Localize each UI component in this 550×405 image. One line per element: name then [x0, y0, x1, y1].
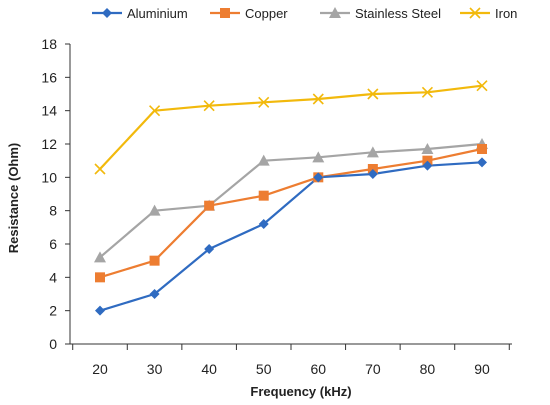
x-axis-title: Frequency (kHz) — [250, 384, 351, 399]
data-point-stainless-steel — [312, 151, 325, 163]
x-tick-label: 30 — [147, 361, 163, 377]
data-point-iron — [367, 88, 379, 100]
data-point-iron — [312, 93, 324, 105]
x-tick-label: 90 — [474, 361, 490, 377]
y-tick-label: 16 — [41, 69, 57, 85]
data-point-copper — [477, 144, 487, 154]
legend-label-copper: Copper — [245, 6, 288, 21]
series-line-iron — [99, 84, 483, 170]
data-point-aluminium — [477, 157, 487, 168]
data-point-iron — [258, 96, 270, 108]
data-point-stainless-steel — [94, 251, 106, 263]
data-point-iron — [476, 80, 488, 92]
y-tick-label: 12 — [41, 136, 57, 152]
y-tick-label: 10 — [41, 169, 57, 185]
y-tick-label: 2 — [49, 303, 57, 319]
series-line-copper — [99, 147, 483, 279]
data-point-stainless-steel — [421, 143, 434, 154]
x-tick-label: 50 — [256, 361, 272, 377]
legend-marker-stainless-steel — [329, 7, 341, 18]
legend-marker-aluminium — [102, 8, 112, 18]
data-point-copper — [149, 255, 160, 266]
legend: Aluminium Copper Stainless Steel Iron — [92, 6, 517, 21]
x-tick-label: 70 — [365, 361, 381, 377]
data-point-stainless-steel — [257, 154, 270, 166]
x-tick-label: 80 — [420, 361, 436, 377]
data-point-stainless-steel — [148, 204, 161, 216]
y-tick-label: 0 — [49, 336, 57, 352]
data-point-aluminium — [204, 244, 215, 254]
data-point-copper — [204, 200, 215, 211]
legend-label-iron: Iron — [495, 6, 517, 21]
data-point-copper — [258, 190, 269, 201]
x-axis-ticks: 20 30 40 50 60 70 80 90 — [72, 344, 510, 377]
y-tick-label: 6 — [49, 236, 57, 252]
series-line-aluminium — [99, 161, 483, 312]
data-point-aluminium — [258, 219, 269, 229]
data-point-iron — [149, 105, 161, 117]
x-tick-label: 40 — [201, 361, 217, 377]
series-line-stainless-steel — [99, 142, 483, 259]
series-markers — [94, 80, 488, 316]
legend-label-stainless-steel: Stainless Steel — [355, 6, 441, 21]
data-point-aluminium — [149, 289, 160, 299]
x-tick-label: 20 — [92, 361, 108, 377]
y-tick-label: 14 — [41, 103, 57, 119]
y-tick-label: 4 — [49, 269, 57, 285]
legend-label-aluminium: Aluminium — [127, 6, 188, 21]
y-axis-title: Resistance (Ohm) — [6, 143, 21, 254]
x-tick-label: 60 — [310, 361, 326, 377]
data-point-iron — [421, 86, 433, 98]
y-tick-label: 8 — [49, 203, 57, 219]
data-point-iron — [94, 163, 106, 175]
y-tick-label: 18 — [41, 36, 57, 52]
series-lines — [99, 84, 483, 312]
legend-marker-copper — [220, 8, 230, 18]
data-point-aluminium — [367, 169, 378, 179]
data-point-copper — [95, 272, 105, 283]
data-point-aluminium — [313, 172, 324, 183]
data-point-iron — [203, 100, 215, 112]
data-point-aluminium — [422, 160, 433, 171]
y-axis-ticks: 0 2 4 6 8 10 12 14 16 18 — [41, 36, 70, 352]
legend-marker-iron — [469, 7, 481, 19]
data-point-stainless-steel — [366, 146, 379, 158]
data-point-aluminium — [95, 305, 105, 316]
